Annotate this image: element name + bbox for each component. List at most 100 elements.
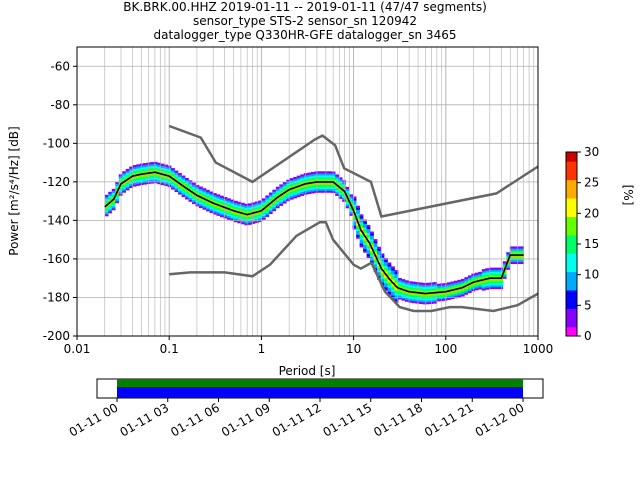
density-cell <box>111 188 116 192</box>
density-cell <box>268 209 273 213</box>
density-cell <box>474 276 479 279</box>
density-cell <box>209 191 214 194</box>
density-cell <box>104 200 109 203</box>
density-cell <box>436 285 441 288</box>
density-cell <box>160 167 165 170</box>
density-cell <box>366 230 371 233</box>
density-cell <box>265 203 270 206</box>
coverage-bar-upper <box>117 379 523 387</box>
density-cell <box>104 196 109 199</box>
density-cell <box>380 280 385 283</box>
density-cell <box>335 193 339 196</box>
density-cell <box>314 184 319 188</box>
density-cell <box>125 184 130 187</box>
density-cell <box>254 207 259 210</box>
density-cell <box>471 273 476 276</box>
density-cell <box>405 297 409 300</box>
density-cell <box>335 191 339 195</box>
density-cell <box>331 171 336 174</box>
density-cell <box>349 213 353 216</box>
colorbar-segment <box>566 173 577 178</box>
density-cell <box>251 204 256 207</box>
density-cell <box>394 298 399 302</box>
density-cell <box>115 185 120 188</box>
density-cell <box>265 197 270 200</box>
density-cell <box>150 165 154 169</box>
density-cell <box>272 205 277 208</box>
density-cell <box>363 231 367 234</box>
colorbar-segment <box>566 170 577 174</box>
density-cell <box>289 178 294 181</box>
density-cell <box>136 166 140 169</box>
density-cell <box>352 208 357 211</box>
density-cell <box>509 256 514 259</box>
density-cell <box>331 185 336 188</box>
density-cell <box>488 281 493 284</box>
density-cell <box>244 223 249 226</box>
density-cell <box>363 238 367 242</box>
colorbar-segment <box>566 188 577 193</box>
density-cell <box>377 252 381 255</box>
y-tick-label: -200 <box>43 329 70 343</box>
density-cell <box>446 295 451 299</box>
density-cell <box>216 205 221 209</box>
density-cell <box>356 228 360 232</box>
density-cell <box>411 297 416 300</box>
density-cell <box>513 250 518 253</box>
density-cell <box>338 196 343 199</box>
colorbar-segment <box>566 317 577 322</box>
density-cell <box>150 167 154 171</box>
density-cell <box>506 256 511 259</box>
density-cell <box>279 186 284 189</box>
density-cell <box>502 276 507 279</box>
density-cell <box>195 190 200 193</box>
density-cell <box>328 175 332 178</box>
density-cell <box>171 183 175 186</box>
density-cell <box>338 179 343 182</box>
density-cell <box>108 195 113 198</box>
colorbar-tick-label: 5 <box>584 298 592 312</box>
density-cell <box>349 202 353 205</box>
density-cell <box>254 201 259 204</box>
density-cell <box>380 272 385 275</box>
density-cell <box>104 210 109 213</box>
colorbar-segment <box>566 265 577 270</box>
density-cell <box>338 192 343 195</box>
density-cell <box>310 189 315 192</box>
density-cell <box>481 286 486 289</box>
density-cell <box>495 267 500 270</box>
y-tick-label: -120 <box>43 175 70 189</box>
density-cell <box>108 207 113 210</box>
density-cell <box>377 265 381 269</box>
density-cell <box>296 194 301 198</box>
density-cell <box>272 193 277 196</box>
density-cell <box>160 179 165 182</box>
density-cell <box>202 203 207 206</box>
density-cell <box>324 188 329 191</box>
density-cell <box>307 184 312 187</box>
density-cell <box>261 209 266 213</box>
density-cell <box>188 191 193 195</box>
density-cell <box>418 301 423 304</box>
density-cell <box>185 179 189 183</box>
density-cell <box>157 164 161 167</box>
density-cell <box>192 196 196 199</box>
density-cell <box>216 200 221 203</box>
colorbar-segment <box>566 271 577 276</box>
density-cell <box>226 198 231 201</box>
density-cell <box>272 201 277 204</box>
density-cell <box>516 256 521 259</box>
density-cell <box>122 173 127 176</box>
density-cell <box>206 195 210 198</box>
density-cell <box>460 290 465 293</box>
density-cell <box>380 261 385 264</box>
density-cell <box>251 219 256 222</box>
density-cell <box>122 182 127 185</box>
density-cell <box>345 194 350 197</box>
density-cell <box>289 180 294 183</box>
density-cell <box>349 196 353 199</box>
density-cell <box>377 258 381 261</box>
density-cell <box>226 215 231 218</box>
density-cell <box>247 214 252 218</box>
density-cell <box>321 184 326 187</box>
